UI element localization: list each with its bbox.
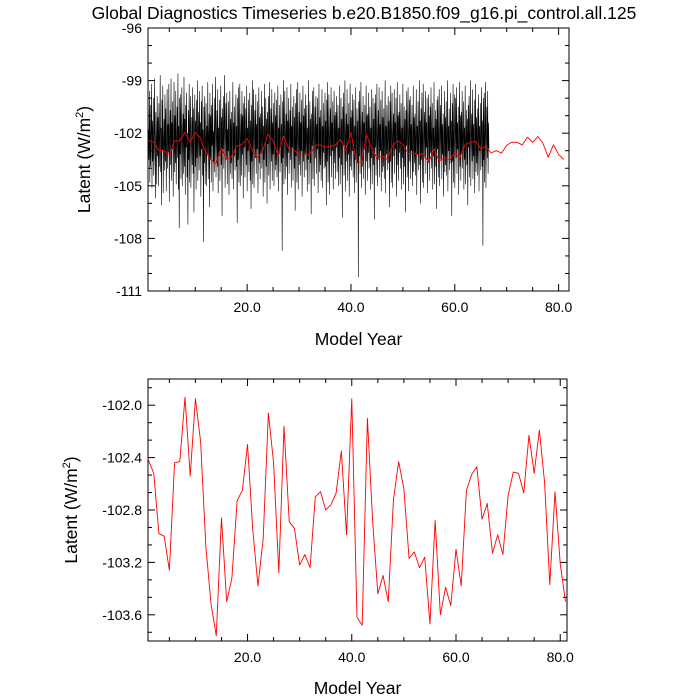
plot-frame [147,27,570,292]
annual-series-line [148,396,566,637]
y-tick-label: -108 [114,230,142,246]
y-tick-label: -102.8 [102,502,142,518]
y-tick-label: -102.4 [102,450,142,466]
y-tick-label: -102 [114,125,142,141]
y-axis-label: Latent (W/m2) [61,456,81,563]
x-tick-label: 60.0 [441,299,468,315]
y-tick-label: -105 [114,178,142,194]
y-tick-label: -103.6 [102,607,142,623]
x-tick-label: 20.0 [234,649,261,665]
top-panel: 20.0 40.0 60.0 80.0 -96 -99 -102 -105 -108 -111 Mo… [74,20,572,349]
annual-series-line [148,131,565,165]
y-tick-label: -96 [122,20,142,36]
x-tick-label: 80.0 [547,649,574,665]
x-tick-label: 40.0 [337,299,364,315]
x-tick-label: 80.0 [545,299,572,315]
bottom-panel: 20.0 40.0 60.0 80.0 -102.0 -102.4 -102.8 -103.2… [61,378,574,698]
y-tick-label: -103.2 [102,554,142,570]
x-tick-label: 60.0 [442,649,469,665]
y-tick-label: -111 [116,283,142,299]
x-tick-label: 20.0 [234,299,261,315]
chart-title: Global Diagnostics Timeseries b.e20.B185… [92,3,637,24]
x-tick-label: 40.0 [338,649,365,665]
y-axis-label: Latent (W/m2) [74,106,94,213]
monthly-series-line [148,73,490,278]
x-axis-label: Model Year [315,329,403,349]
x-axis-label: Model Year [314,678,402,698]
y-tick-label: -102.0 [102,397,142,413]
y-tick-label: -99 [122,73,142,89]
